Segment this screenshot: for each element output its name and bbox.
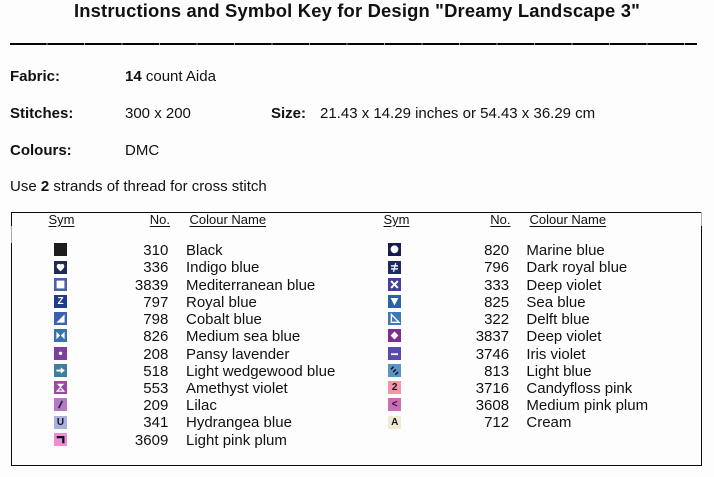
thread-number: 826 — [143, 328, 169, 346]
thread-number: 820 — [484, 242, 510, 260]
symbol-swatch-825 — [388, 294, 402, 308]
symbol-swatch-310 — [54, 243, 67, 257]
thread-number: 341 — [143, 414, 169, 432]
strands-suffix: strands of thread for cross stitch — [49, 178, 267, 195]
thread-number: 310 — [143, 242, 169, 260]
stitches-label: Stitches: — [10, 105, 74, 122]
page-title: Instructions and Symbol Key for Design "… — [73, 0, 641, 21]
symbol-glyph: Z — [57, 295, 64, 307]
strands-count: 2 — [40, 178, 50, 195]
symbol-swatch-333 — [388, 277, 402, 291]
thread-name: Iris violet — [526, 345, 586, 363]
thread-name: Amethyst violet — [186, 379, 288, 397]
symbol-swatch-209 — [54, 398, 67, 412]
symbol-key-table: Sym No. Colour Name 310 Black 336 Indigo blue 3… — [11, 212, 702, 466]
fabric-label: Fabric: — [10, 68, 61, 85]
fabric-rest: count Aida — [141, 68, 216, 85]
thread-number: 333 — [484, 276, 510, 294]
symbol-swatch-3716: 2 — [388, 381, 402, 395]
key-header-sym-right: Sym — [383, 211, 410, 227]
colours-value: DMC — [125, 142, 160, 159]
thread-number: 208 — [143, 345, 169, 363]
thread-name: Cream — [526, 414, 572, 432]
thread-name: Medium pink plum — [526, 397, 649, 415]
symbol-swatch-3837 — [388, 329, 402, 343]
symbol-glyph: A — [391, 416, 399, 428]
symbol-swatch-3609 — [54, 432, 67, 446]
symbol-swatch-712: A — [388, 415, 402, 429]
symbol-swatch-336 — [54, 260, 67, 274]
symbol-swatch-208 — [54, 346, 67, 360]
symbol-swatch-341: U — [54, 415, 67, 429]
thread-name: Delft blue — [526, 311, 590, 329]
colours-label: Colours: — [10, 142, 72, 159]
symbol-glyph: < — [391, 399, 398, 411]
symbol-swatch-796 — [388, 260, 402, 274]
key-header-name-right: Colour Name — [529, 211, 607, 227]
symbol-swatch-813 — [388, 363, 402, 377]
symbol-swatch-797: Z — [54, 294, 67, 308]
symbol-swatch-3746 — [388, 346, 402, 360]
symbol-swatch-518 — [54, 363, 67, 377]
thread-number: 553 — [143, 379, 169, 397]
thread-name: Light wedgewood blue — [186, 362, 336, 380]
thread-number: 797 — [143, 293, 169, 311]
symbol-swatch-553 — [54, 381, 67, 395]
key-header-sym-left: Sym — [48, 211, 75, 227]
thread-number: 813 — [484, 362, 510, 380]
thread-number: 798 — [143, 311, 169, 329]
thread-name: Hydrangea blue — [186, 414, 292, 432]
thread-name: Deep violet — [526, 276, 602, 294]
thread-name: Dark royal blue — [526, 259, 628, 277]
thread-name: Light pink plum — [186, 431, 287, 449]
thread-number: 209 — [143, 397, 169, 415]
symbol-swatch-322 — [388, 312, 402, 326]
thread-name: Royal blue — [186, 293, 257, 311]
thread-name: Light blue — [526, 362, 592, 380]
key-header-name-left: Colour Name — [189, 211, 267, 227]
symbol-swatch-3608: < — [388, 398, 402, 412]
thread-name: Sea blue — [526, 293, 586, 311]
thread-number: 796 — [484, 259, 510, 277]
thread-number: 3716 — [475, 379, 510, 397]
stitches-value: 300 x 200 — [125, 105, 191, 122]
thread-name: Cobalt blue — [186, 311, 262, 329]
thread-number: 518 — [143, 362, 169, 380]
thread-number: 336 — [143, 259, 169, 277]
thread-number: 3608 — [475, 397, 510, 415]
thread-name: Mediterranean blue — [186, 276, 316, 294]
thread-name: Pansy lavender — [186, 345, 290, 363]
thread-number: 3609 — [134, 431, 169, 449]
strands-prefix: Use — [10, 178, 41, 195]
thread-name: Black — [186, 242, 223, 260]
thread-name: Lilac — [186, 397, 217, 415]
thread-name: Indigo blue — [186, 259, 260, 277]
key-header-no-right: No. — [490, 211, 511, 227]
symbol-glyph: U — [56, 416, 65, 428]
fabric-value: 14 count Aida — [125, 68, 216, 85]
title-divider — [10, 43, 697, 45]
thread-name: Medium sea blue — [186, 328, 301, 346]
size-value: 21.43 x 14.29 inches or 54.43 x 36.29 cm — [320, 105, 596, 122]
thread-name: Deep violet — [526, 328, 602, 346]
key-header-no-left: No. — [149, 211, 170, 227]
thread-name: Marine blue — [526, 242, 605, 260]
symbol-swatch-826 — [54, 329, 67, 343]
thread-number: 3839 — [134, 276, 169, 294]
symbol-swatch-798 — [54, 312, 67, 326]
strands-note: Use 2 strands of thread for cross stitch — [10, 178, 267, 195]
thread-number: 3837 — [475, 328, 510, 346]
symbol-swatch-3839 — [54, 277, 67, 291]
thread-number: 3746 — [475, 345, 510, 363]
thread-number: 322 — [484, 311, 510, 329]
symbol-swatch-820 — [388, 243, 402, 257]
size-label: Size: — [271, 105, 307, 122]
symbol-glyph: 2 — [391, 382, 398, 394]
thread-number: 825 — [484, 293, 510, 311]
fabric-count: 14 — [125, 68, 142, 85]
thread-name: Candyfloss pink — [526, 379, 633, 397]
thread-number: 712 — [484, 414, 510, 432]
